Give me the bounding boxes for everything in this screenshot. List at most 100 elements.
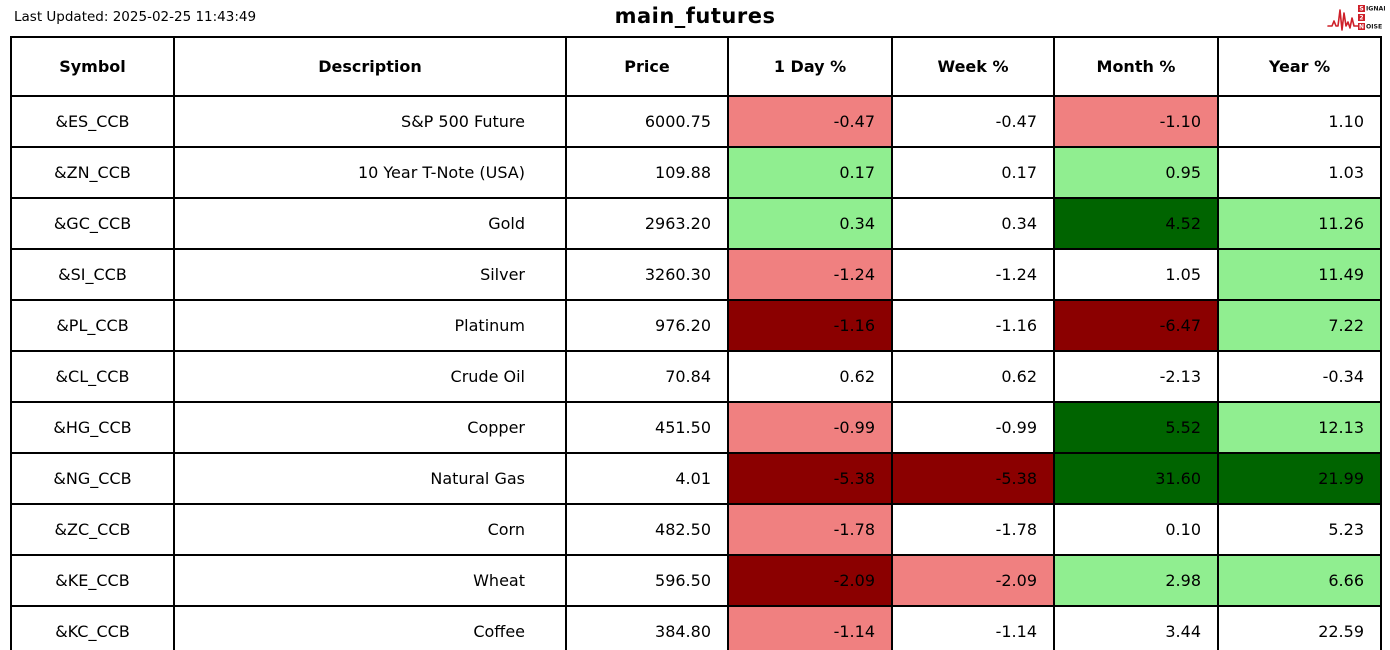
year-pct-cell: 5.23: [1217, 503, 1382, 556]
price-cell: 70.84: [565, 350, 729, 403]
year-pct-cell: -0.34: [1217, 350, 1382, 403]
table-row-pl: &PL_CCB Platinum 976.20 -1.16 -1.16 -6.4…: [10, 299, 1382, 352]
description-cell: Natural Gas: [173, 452, 567, 505]
symbol-cell: &NG_CCB: [10, 452, 175, 505]
week-pct-cell: -1.14: [891, 605, 1055, 650]
week-pct-cell: -1.78: [891, 503, 1055, 556]
price-cell: 2963.20: [565, 197, 729, 250]
price-cell: 3260.30: [565, 248, 729, 301]
price-cell: 976.20: [565, 299, 729, 352]
symbol-cell: &ES_CCB: [10, 95, 175, 148]
month-pct-cell: 31.60: [1053, 452, 1219, 505]
price-cell: 451.50: [565, 401, 729, 454]
year-pct-cell: 11.49: [1217, 248, 1382, 301]
logo-badge-2: 2: [1359, 15, 1363, 22]
week-pct-cell: 0.17: [891, 146, 1055, 199]
price-cell: 4.01: [565, 452, 729, 505]
symbol-cell: &HG_CCB: [10, 401, 175, 454]
description-cell: Platinum: [173, 299, 567, 352]
description-cell: 10 Year T-Note (USA): [173, 146, 567, 199]
day-pct-cell: 0.17: [727, 146, 893, 199]
logo-word-ignal: IGNAL: [1366, 6, 1385, 13]
description-cell: Gold: [173, 197, 567, 250]
week-pct-cell: -2.09: [891, 554, 1055, 607]
year-pct-cell: 7.22: [1217, 299, 1382, 352]
year-pct-cell: 1.10: [1217, 95, 1382, 148]
price-cell: 109.88: [565, 146, 729, 199]
month-pct-cell: -2.13: [1053, 350, 1219, 403]
year-pct-cell: 12.13: [1217, 401, 1382, 454]
symbol-cell: &CL_CCB: [10, 350, 175, 403]
symbol-cell: &KE_CCB: [10, 554, 175, 607]
header-row: Symbol Description Price 1 Day % Week % …: [10, 36, 1382, 97]
price-cell: 482.50: [565, 503, 729, 556]
logo-word-oise: OISE: [1366, 24, 1382, 31]
symbol-cell: &PL_CCB: [10, 299, 175, 352]
page-title: main_futures: [614, 4, 776, 28]
month-pct-cell: 0.95: [1053, 146, 1219, 199]
description-cell: S&P 500 Future: [173, 95, 567, 148]
week-pct-cell: 0.34: [891, 197, 1055, 250]
day-pct-cell: -0.47: [727, 95, 893, 148]
month-pct-cell: 5.52: [1053, 401, 1219, 454]
year-pct-cell: 22.59: [1217, 605, 1382, 650]
month-pct-cell: 3.44: [1053, 605, 1219, 650]
week-pct-cell: -1.16: [891, 299, 1055, 352]
description-cell: Silver: [173, 248, 567, 301]
week-pct-cell: -5.38: [891, 452, 1055, 505]
month-pct-cell: -6.47: [1053, 299, 1219, 352]
symbol-cell: &GC_CCB: [10, 197, 175, 250]
last-updated-label: Last Updated: 2025-02-25 11:43:49: [14, 9, 257, 25]
description-cell: Copper: [173, 401, 567, 454]
logo-badge-s: S: [1359, 6, 1363, 13]
col-header-description: Description: [173, 36, 567, 97]
day-pct-cell: -1.24: [727, 248, 893, 301]
table-row-hg: &HG_CCB Copper 451.50 -0.99 -0.99 5.52 1…: [10, 401, 1382, 454]
description-cell: Coffee: [173, 605, 567, 650]
description-cell: Corn: [173, 503, 567, 556]
top-bar: Last Updated: 2025-02-25 11:43:49 main_f…: [0, 0, 1390, 36]
description-cell: Crude Oil: [173, 350, 567, 403]
signal2noise-logo-icon: S IGNAL 2 N OISE: [1327, 5, 1385, 31]
col-header-year: Year %: [1217, 36, 1382, 97]
day-pct-cell: -1.78: [727, 503, 893, 556]
table-row-gc: &GC_CCB Gold 2963.20 0.34 0.34 4.52 11.2…: [10, 197, 1382, 250]
table-row-kc: &KC_CCB Coffee 384.80 -1.14 -1.14 3.44 2…: [10, 605, 1382, 650]
year-pct-cell: 11.26: [1217, 197, 1382, 250]
day-pct-cell: 0.34: [727, 197, 893, 250]
day-pct-cell: -1.16: [727, 299, 893, 352]
month-pct-cell: 0.10: [1053, 503, 1219, 556]
col-header-month: Month %: [1053, 36, 1219, 97]
table-row-cl: &CL_CCB Crude Oil 70.84 0.62 0.62 -2.13 …: [10, 350, 1382, 403]
symbol-cell: &KC_CCB: [10, 605, 175, 650]
year-pct-cell: 1.03: [1217, 146, 1382, 199]
symbol-cell: &ZN_CCB: [10, 146, 175, 199]
price-cell: 596.50: [565, 554, 729, 607]
day-pct-cell: -5.38: [727, 452, 893, 505]
table-row-si: &SI_CCB Silver 3260.30 -1.24 -1.24 1.05 …: [10, 248, 1382, 301]
month-pct-cell: 1.05: [1053, 248, 1219, 301]
symbol-cell: &ZC_CCB: [10, 503, 175, 556]
week-pct-cell: -0.47: [891, 95, 1055, 148]
price-cell: 384.80: [565, 605, 729, 650]
col-header-week: Week %: [891, 36, 1055, 97]
table-row-zn: &ZN_CCB 10 Year T-Note (USA) 109.88 0.17…: [10, 146, 1382, 199]
week-pct-cell: 0.62: [891, 350, 1055, 403]
table-row-ke: &KE_CCB Wheat 596.50 -2.09 -2.09 2.98 6.…: [10, 554, 1382, 607]
col-header-1day: 1 Day %: [727, 36, 893, 97]
month-pct-cell: 2.98: [1053, 554, 1219, 607]
year-pct-cell: 6.66: [1217, 554, 1382, 607]
col-header-price: Price: [565, 36, 729, 97]
month-pct-cell: -1.10: [1053, 95, 1219, 148]
day-pct-cell: -1.14: [727, 605, 893, 650]
week-pct-cell: -0.99: [891, 401, 1055, 454]
description-cell: Wheat: [173, 554, 567, 607]
day-pct-cell: -2.09: [727, 554, 893, 607]
symbol-cell: &SI_CCB: [10, 248, 175, 301]
month-pct-cell: 4.52: [1053, 197, 1219, 250]
futures-table: Symbol Description Price 1 Day % Week % …: [10, 36, 1382, 650]
year-pct-cell: 21.99: [1217, 452, 1382, 505]
logo-badge-n: N: [1359, 24, 1364, 31]
day-pct-cell: -0.99: [727, 401, 893, 454]
table-row-es: &ES_CCB S&P 500 Future 6000.75 -0.47 -0.…: [10, 95, 1382, 148]
